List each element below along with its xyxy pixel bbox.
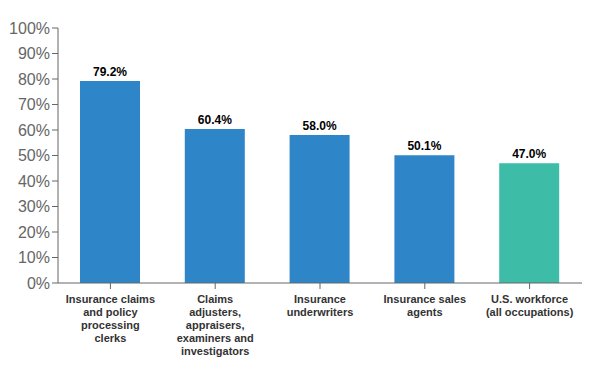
svg-text:Insuranceunderwriters: Insuranceunderwriters bbox=[287, 293, 354, 318]
svg-text:80%: 80% bbox=[18, 71, 50, 88]
svg-text:Insurance claimsand policyproc: Insurance claimsand policyprocessingcler… bbox=[66, 293, 155, 344]
svg-text:50.1%: 50.1% bbox=[407, 139, 441, 153]
svg-text:U.S. workforce(all occupations: U.S. workforce(all occupations) bbox=[486, 293, 574, 318]
svg-text:30%: 30% bbox=[18, 198, 50, 215]
svg-text:50%: 50% bbox=[18, 147, 50, 164]
svg-text:60%: 60% bbox=[18, 122, 50, 139]
svg-text:40%: 40% bbox=[18, 173, 50, 190]
svg-text:20%: 20% bbox=[18, 224, 50, 241]
svg-text:Claimsadjusters,appraisers,exa: Claimsadjusters,appraisers,examiners and… bbox=[177, 293, 254, 357]
svg-text:47.0%: 47.0% bbox=[512, 147, 546, 161]
svg-text:60.4%: 60.4% bbox=[198, 113, 232, 127]
svg-text:Insurance salesagents: Insurance salesagents bbox=[384, 293, 467, 318]
svg-text:79.2%: 79.2% bbox=[93, 65, 127, 79]
svg-text:0%: 0% bbox=[27, 275, 50, 292]
svg-text:100%: 100% bbox=[9, 20, 50, 37]
svg-text:70%: 70% bbox=[18, 96, 50, 113]
svg-text:90%: 90% bbox=[18, 45, 50, 62]
svg-text:10%: 10% bbox=[18, 249, 50, 266]
svg-text:58.0%: 58.0% bbox=[303, 119, 337, 133]
